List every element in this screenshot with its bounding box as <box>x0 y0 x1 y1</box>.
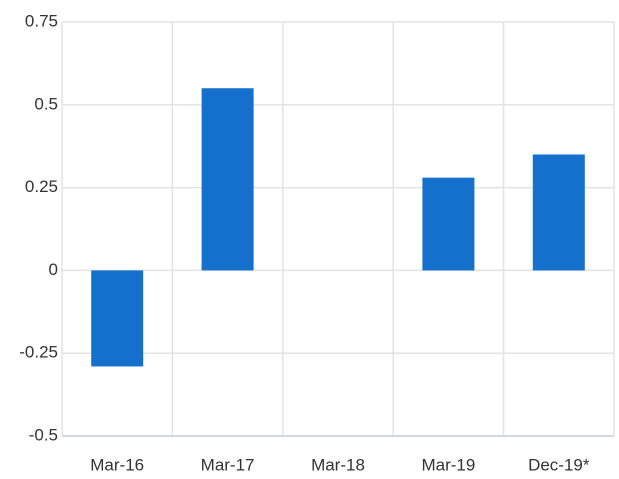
y-tick-label: 0.5 <box>34 94 58 113</box>
y-tick-label: -0.5 <box>29 425 58 444</box>
x-tick-label: Mar-16 <box>90 455 144 474</box>
bar <box>422 177 475 271</box>
bar <box>532 154 585 271</box>
y-tick-label: 0 <box>49 260 58 279</box>
bar <box>91 270 144 367</box>
x-tick-label: Mar-18 <box>311 455 365 474</box>
x-tick-label: Dec-19* <box>528 455 590 474</box>
x-tick-label: Mar-19 <box>421 455 475 474</box>
y-tick-label: 0.75 <box>25 11 58 30</box>
x-tick-label: Mar-17 <box>201 455 255 474</box>
y-tick-label: -0.25 <box>19 343 58 362</box>
y-tick-label: 0.25 <box>25 177 58 196</box>
bar <box>201 88 254 271</box>
